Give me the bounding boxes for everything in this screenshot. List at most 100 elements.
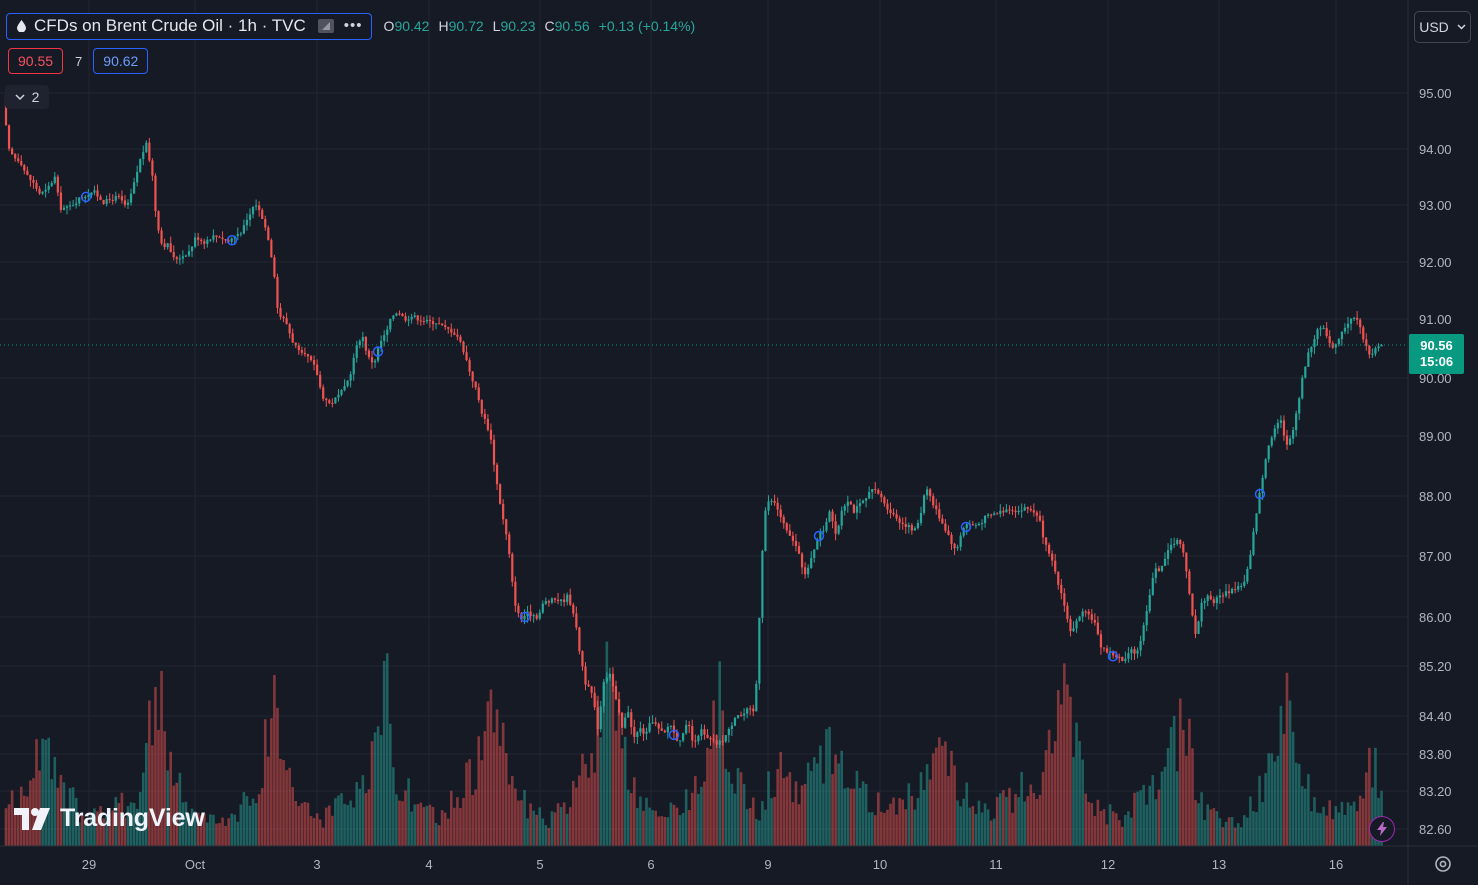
tradingview-logo[interactable]: TradingView	[14, 804, 205, 833]
candle-body	[392, 315, 395, 319]
candle-body	[1060, 584, 1063, 594]
candle-body	[791, 535, 794, 541]
candle-body	[547, 601, 550, 603]
volume-bar	[1337, 812, 1341, 846]
candle-body	[41, 191, 44, 194]
volume-bar	[440, 810, 444, 846]
volume-bar	[1139, 790, 1142, 846]
volume-bar	[68, 788, 72, 846]
lightning-icon[interactable]	[1369, 816, 1395, 842]
event-marker[interactable]	[519, 611, 531, 623]
indicators-toggle-button[interactable]: 2	[5, 85, 49, 109]
time-tick-label: 4	[425, 857, 432, 872]
candle-body	[926, 489, 929, 496]
event-marker[interactable]	[668, 729, 680, 741]
chevron-down-icon	[15, 93, 25, 100]
symbol-dropdown-icon[interactable]	[316, 18, 336, 34]
volume-bar	[111, 810, 115, 846]
volume-bar	[120, 792, 124, 846]
candle-body	[599, 706, 602, 730]
volume-bar	[1273, 761, 1277, 846]
time-axis[interactable]: 29 Oct 3 4 5 6 9 10 11 12 13 16	[82, 857, 1343, 872]
volume-bar	[1182, 729, 1185, 846]
price-tick-label: 89.00	[1419, 429, 1452, 444]
volume-bar	[727, 771, 731, 846]
event-marker[interactable]	[1107, 651, 1119, 662]
candle-body	[1051, 553, 1054, 561]
candle-body	[1285, 435, 1289, 445]
candle-body	[1057, 571, 1060, 585]
candle-body	[203, 241, 206, 244]
candle-body	[14, 154, 17, 159]
volume-bar	[1197, 803, 1200, 846]
event-marker[interactable]	[226, 235, 238, 246]
volume-bar	[358, 788, 362, 846]
volume-bar	[1270, 753, 1274, 846]
event-markers[interactable]	[80, 191, 1266, 741]
volume-bar	[434, 822, 438, 846]
volume-bar	[1114, 813, 1118, 846]
volume-bar	[1063, 663, 1066, 846]
event-marker[interactable]	[1254, 488, 1266, 500]
volume-bar	[837, 763, 840, 846]
candle-body	[1234, 588, 1237, 590]
candle-body	[941, 518, 944, 524]
candle-body	[669, 725, 672, 727]
volume-bar	[291, 787, 294, 846]
event-marker[interactable]	[80, 191, 92, 203]
volume-bar	[1261, 802, 1264, 846]
volume-bar	[507, 784, 511, 846]
volume-bar	[370, 741, 374, 846]
volume-bar	[16, 808, 20, 846]
gear-icon[interactable]	[1430, 851, 1456, 877]
volume-bar	[1227, 817, 1231, 846]
candle-body	[523, 615, 526, 620]
candle-body	[84, 196, 87, 199]
candle-body	[1102, 647, 1106, 649]
last-price-value: 90.56	[1420, 338, 1453, 353]
time-tick-label: 13	[1212, 857, 1226, 872]
sell-button[interactable]: 90.55	[8, 48, 64, 74]
candle-body	[1002, 510, 1005, 513]
candle-body	[694, 740, 697, 742]
candle-body	[837, 525, 840, 534]
volume-bar	[1166, 748, 1170, 846]
volume-bar	[846, 787, 850, 846]
volume-bar	[187, 813, 191, 846]
candle-body	[322, 387, 325, 399]
close-value: 90.56	[554, 18, 590, 34]
volume-bar	[47, 737, 50, 846]
candle-body	[1197, 621, 1200, 634]
volume-bar	[944, 741, 947, 846]
candle-body	[404, 316, 407, 321]
volume-bar	[986, 809, 990, 846]
candle-body	[370, 357, 374, 363]
symbol-selector[interactable]: CFDs on Brent Crude Oil · 1h · TVC •••	[6, 12, 372, 40]
candle-body	[123, 200, 127, 205]
event-marker[interactable]	[960, 521, 972, 533]
volume-bar	[337, 795, 340, 846]
low-label: L	[492, 18, 501, 34]
candle-body	[1215, 597, 1218, 604]
candle-body	[413, 315, 416, 317]
candle-body	[75, 203, 78, 206]
candle-body	[1139, 640, 1142, 651]
candle-body	[172, 252, 175, 258]
candle-body	[666, 726, 669, 733]
event-marker[interactable]	[813, 530, 825, 542]
more-dots-icon[interactable]: •••	[343, 17, 363, 34]
volume-bar	[117, 802, 121, 846]
volume-bar	[556, 803, 560, 846]
buy-button[interactable]: 90.62	[93, 48, 149, 74]
candle-body	[1267, 445, 1270, 460]
candle-body	[1316, 329, 1319, 340]
volume-bar	[1282, 733, 1286, 846]
candle-body	[1035, 512, 1038, 516]
currency-selector[interactable]: USD	[1414, 11, 1471, 43]
volume-bar	[59, 774, 63, 846]
candle-body	[1166, 550, 1170, 559]
event-marker[interactable]	[372, 346, 384, 357]
candle-body	[1261, 477, 1264, 494]
price-axis[interactable]: 95.00 94.00 93.00 92.00 91.00 90.00 89.00 88.00…	[1419, 86, 1452, 837]
